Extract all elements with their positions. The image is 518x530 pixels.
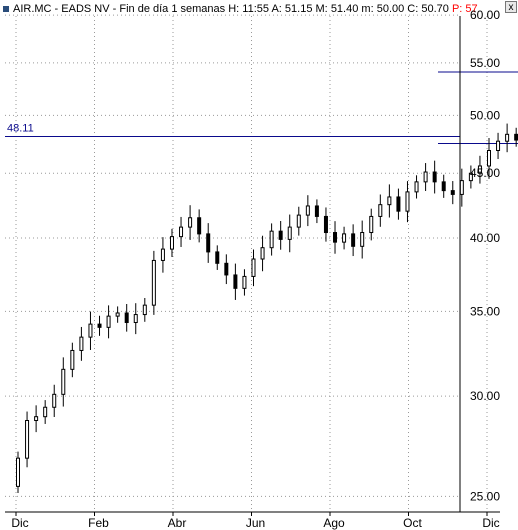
candle-body (61, 368, 66, 395)
candle-body (405, 191, 410, 212)
candle-body (323, 215, 328, 234)
x-tick-label: Abr (168, 516, 187, 530)
y-tick-label: 60.00 (470, 8, 500, 22)
candles (16, 123, 518, 494)
candle-body (88, 323, 93, 338)
candle-body (378, 204, 383, 217)
x-axis: DicFebAbrJunAgoOctDicFebAbrJunAgoOct (5, 511, 500, 530)
candle-body (16, 457, 20, 487)
y-tick-label: 25.00 (470, 489, 500, 503)
y-tick-label: 55.00 (470, 56, 500, 70)
candle-body (496, 140, 501, 152)
candle-body (169, 236, 174, 250)
candle-body (505, 133, 510, 142)
x-tick-label: Dic (482, 516, 499, 530)
variacion-label: P: (451, 3, 463, 15)
grid (5, 14, 488, 512)
variacion-value: 57 (465, 3, 478, 15)
cierre-label: C: (407, 3, 419, 15)
x-tick-label: Dic (11, 516, 28, 530)
candle-body (423, 171, 428, 183)
chart-header: AIR.MC - EADS NV - Fin de día 1 semanas … (0, 0, 518, 18)
x-tick-label: Jun (246, 516, 265, 530)
candle-body (179, 226, 184, 238)
candle-body (233, 274, 238, 289)
x-tick-label: Oct (403, 516, 422, 530)
candle-body (115, 312, 120, 317)
candle-body (441, 181, 446, 192)
hora-label: H: (228, 3, 240, 15)
candle-body (97, 323, 102, 328)
period: Fin de día 1 semanas (119, 3, 226, 15)
candle-body (269, 230, 274, 249)
candle-body (142, 304, 147, 316)
instrument-name: EADS NV (61, 3, 110, 15)
candle-body (188, 217, 193, 228)
y-tick-label: 45.00 (470, 166, 500, 180)
apertura-label: A: (271, 3, 282, 15)
hora-value: 11:55 (242, 3, 269, 15)
candle-body (514, 133, 518, 141)
candle-body (106, 315, 111, 328)
apertura-value: 51.15 (284, 3, 313, 15)
maximo-value: 51.40 (330, 3, 359, 15)
candle-body (197, 217, 202, 235)
minimo-label: m: (361, 3, 374, 15)
candle-body (133, 314, 138, 324)
candle-body (360, 232, 365, 247)
candle-body (79, 336, 84, 351)
candle-body (260, 247, 265, 260)
candle-body (278, 230, 283, 240)
minimo-value: 50.00 (376, 3, 405, 15)
y-tick-label: 35.00 (470, 304, 500, 318)
symbol: AIR.MC (13, 3, 52, 15)
candle-body (206, 233, 211, 253)
candle-body (342, 233, 347, 243)
horizontal-lines: 48.11 (5, 71, 518, 145)
candle-body (468, 172, 473, 182)
chart-icon (3, 6, 9, 13)
candle-body (25, 420, 30, 459)
y-tick-label: 50.00 (470, 108, 500, 122)
y-tick-label: 30.00 (470, 389, 500, 403)
candle-body (52, 393, 57, 408)
candle-body (242, 275, 247, 289)
candle-body (487, 150, 491, 167)
candle-body (305, 205, 310, 216)
candle-body (151, 259, 156, 306)
candle-body (369, 215, 374, 234)
candle-body (432, 171, 437, 183)
candle-body (459, 180, 464, 195)
candle-body (333, 232, 338, 243)
y-tick-label: 40.00 (470, 231, 500, 245)
candle-body (70, 349, 75, 370)
candle-body (387, 196, 392, 206)
candle-body (414, 181, 419, 193)
candle-body (287, 226, 292, 240)
candle-body (34, 416, 39, 422)
candle-body (314, 205, 319, 217)
candle-body (251, 258, 256, 277)
candle-body (450, 190, 455, 195)
candle-body (160, 248, 165, 261)
candle-body (43, 406, 48, 418)
x-tick-label: Ago (323, 516, 345, 530)
candle-body (224, 262, 229, 276)
candle-body (351, 233, 356, 247)
candle-body (124, 312, 129, 324)
candle-body (477, 165, 482, 174)
candle-body (296, 214, 301, 228)
cierre-value: 50.70 (421, 3, 449, 15)
close-button[interactable]: x (505, 1, 517, 13)
y-axis: 25.00 30.00 35.00 40.00 45.00 50.00 55.00 60.00 (459, 8, 500, 512)
x-tick-label: Feb (88, 516, 109, 530)
candle-body (396, 196, 401, 212)
support-line-label: 48.11 (7, 123, 34, 135)
candle-body (215, 251, 220, 264)
maximo-label: M: (315, 3, 328, 15)
